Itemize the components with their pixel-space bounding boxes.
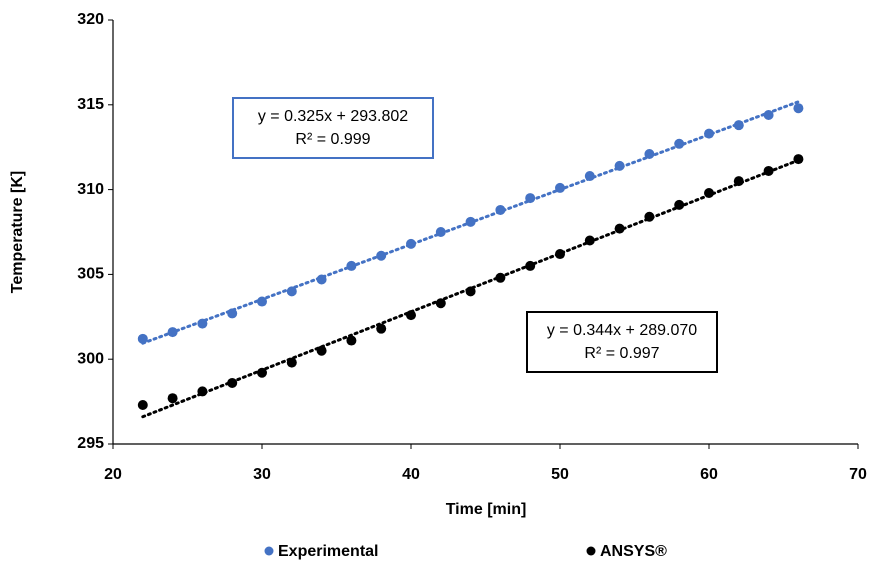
- legend-marker: [586, 546, 596, 556]
- x-tick-label: 50: [551, 466, 569, 483]
- point: [555, 249, 565, 260]
- point: [197, 386, 208, 397]
- x-tick-label: 20: [104, 466, 122, 483]
- point: [376, 323, 387, 334]
- legend-label: Experimental: [278, 543, 378, 560]
- legend-label: ANSYS®: [600, 543, 667, 560]
- point: [257, 367, 267, 378]
- trendline-r2: R² = 0.997: [584, 345, 659, 362]
- point: [555, 182, 565, 193]
- point: [316, 345, 327, 356]
- y-tick-label: 295: [77, 435, 104, 452]
- point: [704, 128, 714, 139]
- point: [495, 204, 506, 215]
- x-tick-label: 30: [253, 466, 271, 483]
- point: [167, 327, 178, 338]
- annotation-box: [232, 97, 434, 159]
- point: [644, 148, 655, 159]
- point: [793, 154, 804, 165]
- point: [435, 227, 446, 237]
- point: [167, 393, 178, 404]
- point: [704, 187, 714, 198]
- point: [733, 120, 744, 131]
- point: [674, 138, 685, 149]
- trendline-equation: y = 0.325x + 293.802: [258, 108, 408, 125]
- trendline-equation: y = 0.344x + 289.070: [547, 322, 697, 339]
- point: [674, 199, 685, 210]
- y-tick-label: 320: [77, 11, 104, 28]
- point: [435, 298, 446, 309]
- point: [793, 103, 804, 114]
- point: [346, 335, 357, 346]
- point: [763, 165, 774, 176]
- point: [614, 223, 625, 234]
- point: [525, 260, 536, 271]
- y-tick-label: 305: [77, 266, 104, 283]
- point: [197, 318, 208, 329]
- point: [376, 250, 387, 261]
- legend-marker: [264, 546, 274, 556]
- point: [286, 286, 297, 297]
- point: [495, 272, 506, 283]
- point: [644, 211, 655, 222]
- point: [763, 109, 774, 120]
- trendline-r2: R² = 0.999: [295, 131, 370, 148]
- trendline: [141, 158, 800, 419]
- annotation-box: [526, 311, 718, 373]
- y-axis-title: Temperature [K]: [9, 171, 26, 293]
- point: [286, 357, 297, 368]
- x-axis-title: Time [min]: [446, 501, 527, 518]
- point: [406, 310, 416, 321]
- y-tick-label: 310: [77, 181, 104, 198]
- point: [584, 235, 595, 246]
- point: [137, 333, 148, 344]
- point: [525, 193, 536, 204]
- point: [584, 171, 595, 182]
- point: [465, 286, 476, 297]
- y-tick-label: 300: [77, 350, 104, 367]
- point: [227, 308, 238, 319]
- point: [406, 238, 416, 249]
- y-tick-label: 315: [77, 96, 104, 113]
- x-tick-label: 70: [849, 466, 867, 483]
- x-tick-label: 60: [700, 466, 718, 483]
- point: [733, 176, 744, 187]
- point: [137, 399, 148, 410]
- point: [465, 216, 476, 227]
- point: [257, 296, 267, 307]
- point: [227, 377, 238, 388]
- point: [316, 274, 327, 285]
- x-tick-label: 40: [402, 466, 420, 483]
- point: [614, 160, 625, 171]
- point: [346, 260, 357, 271]
